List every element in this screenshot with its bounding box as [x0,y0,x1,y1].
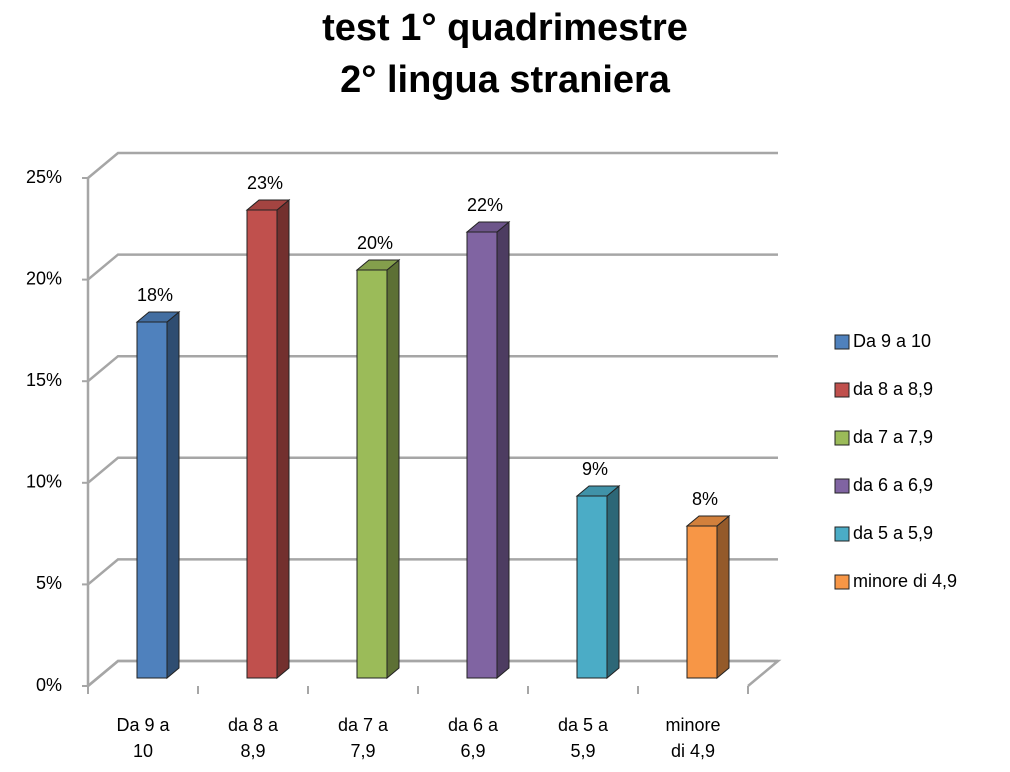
grid-line [87,659,778,687]
bar-side [496,220,510,680]
legend-label: minore di 4,9 [853,571,957,591]
legend-swatch [834,382,850,398]
legend-label: da 6 a 6,9 [853,475,933,495]
bar [466,231,498,679]
bar-side [166,310,180,680]
y-tick-label: 0% [36,675,62,695]
grid-line [87,253,778,281]
value-label: 23% [247,173,283,193]
x-tick-label: da 5 a 5,9 [557,715,609,761]
bar-side [276,198,290,680]
bar [136,321,168,679]
value-label: 9% [582,459,608,479]
floor-line [87,659,782,687]
x-tick-label: minore di 4,9 [665,715,721,761]
bar [356,269,388,679]
x-tick-label: da 8 a 8,9 [227,715,279,761]
legend-label: da 7 a 7,9 [853,427,933,447]
bar [686,525,718,679]
legend-label: Da 9 a 10 [853,331,931,351]
value-label: 22% [467,195,503,215]
grid-line [87,456,778,484]
value-label: 8% [692,489,718,509]
chart-title: test 1° quadrimestre [322,7,688,49]
value-label: 20% [357,233,393,253]
bar-side [386,258,400,680]
y-tick-label: 5% [36,573,62,593]
y-tick-label: 20% [26,268,62,288]
grid-line [87,354,778,383]
x-tick-label: da 6 a 6,9 [447,715,499,761]
value-label: 18% [137,285,173,305]
x-tick-label: Da 9 a 10 [116,715,170,761]
y-tick-label: 15% [26,370,62,390]
legend-swatch [834,574,850,590]
y-tick-label: 25% [26,167,62,187]
y-tick-label: 10% [26,472,62,492]
grid-line [87,151,778,179]
bar [576,495,608,679]
legend-label: da 5 a 5,9 [853,523,933,543]
legend-swatch [834,334,850,350]
bar-side [606,484,620,680]
x-tick-label: da 7 a 7,9 [337,715,389,761]
bar [246,209,278,679]
grid-line [87,558,778,586]
legend-swatch [834,526,850,542]
legend-swatch [834,478,850,494]
chart-subtitle: 2° lingua straniera [340,59,671,101]
legend-swatch [834,430,850,446]
bar-side [716,514,730,680]
legend-label: da 8 a 8,9 [853,379,933,399]
